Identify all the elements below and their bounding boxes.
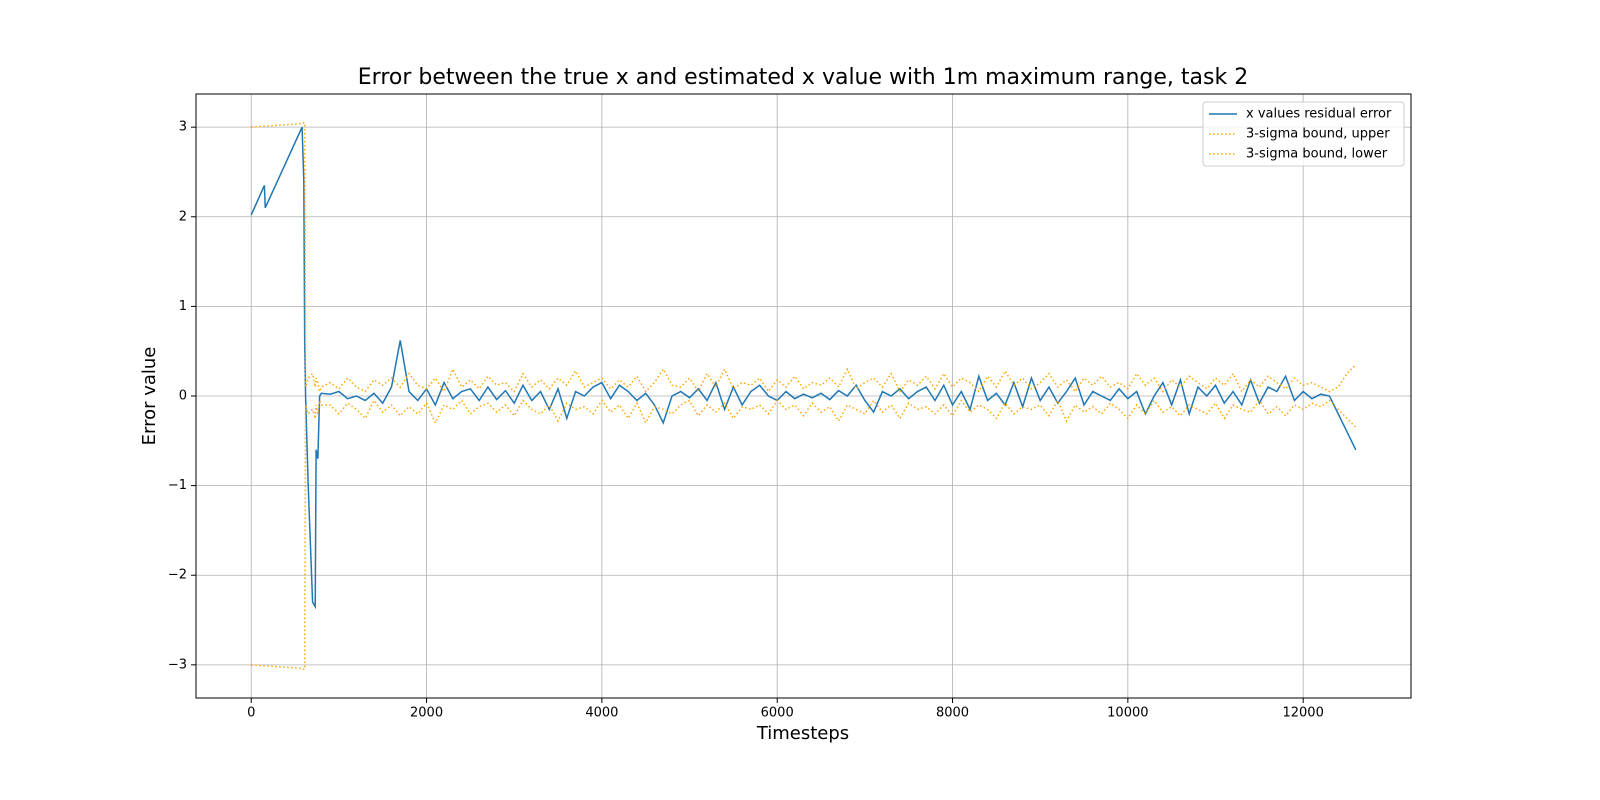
chart-title: Error between the true x and estimated x… — [358, 65, 1248, 90]
y-tick-label: −3 — [168, 657, 187, 672]
legend-box — [1202, 101, 1405, 167]
legend-label: 3-sigma bound, upper — [1246, 127, 1390, 142]
x-tick-label: 12000 — [1282, 706, 1323, 721]
y-axis-label: Error value — [139, 347, 160, 446]
legend: x values residual error 3-sigma bound, up… — [1202, 101, 1405, 167]
x-tick-label: 10000 — [1107, 706, 1148, 721]
y-tick-label: 1 — [179, 299, 187, 314]
x-tick-label: 4000 — [585, 706, 618, 721]
y-tick-label: −2 — [168, 568, 187, 583]
x-tick-label: 0 — [247, 706, 255, 721]
axes-frame — [195, 93, 1412, 699]
series-line — [250, 126, 1357, 610]
x-tick-label: 8000 — [936, 706, 969, 721]
y-tick-label: 2 — [179, 209, 187, 224]
y-tick-label: 3 — [179, 120, 187, 135]
x-tick-label: 6000 — [761, 706, 794, 721]
legend-label: 3-sigma bound, lower — [1246, 147, 1388, 162]
x-tick-label: 2000 — [410, 706, 443, 721]
y-tick-label: −1 — [168, 478, 187, 493]
x-axis-label: Timesteps — [756, 723, 849, 744]
legend-label: x values residual error — [1246, 107, 1392, 122]
y-tick-label: 0 — [179, 389, 187, 404]
